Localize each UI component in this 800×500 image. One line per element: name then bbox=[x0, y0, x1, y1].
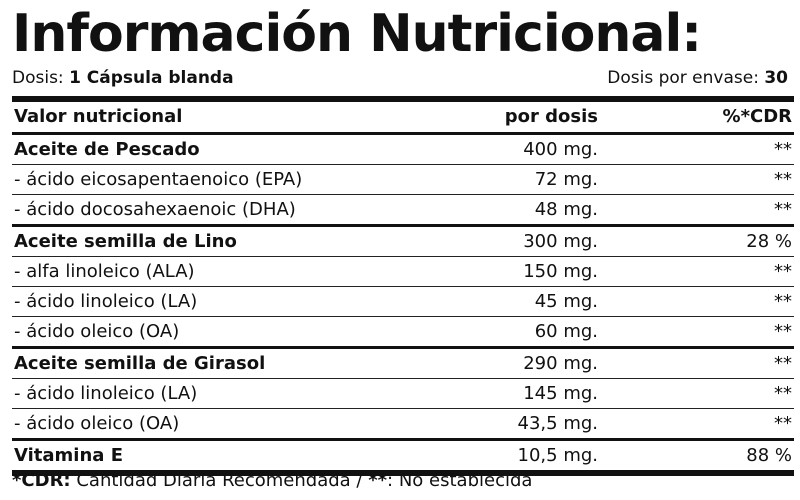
row-dose: 10,5 mg. bbox=[517, 445, 598, 466]
page-title: Información Nutricional: bbox=[12, 4, 702, 64]
per-container-label: Dosis por envase: bbox=[607, 68, 759, 88]
table-row: - ácido eicosapentaenoico (EPA) 72 mg. *… bbox=[12, 165, 794, 195]
dose-per-container: Dosis por envase: 30 bbox=[607, 66, 788, 90]
row-cdr: 88 % bbox=[746, 445, 792, 466]
table-row: - ácido docosahexaenoic (DHA) 48 mg. ** bbox=[12, 195, 794, 227]
row-name: - ácido linoleico (LA) bbox=[14, 291, 198, 312]
nutrition-table: Valor nutricional por dosis %*CDR Aceite… bbox=[12, 96, 794, 476]
table-row: - ácido oleico (OA) 60 mg. ** bbox=[12, 317, 794, 349]
table-row: Aceite semilla de Lino 300 mg. 28 % bbox=[12, 227, 794, 257]
footnote-cdr-text: Cantidad Diaria Recomendada / bbox=[76, 470, 363, 491]
row-name: Aceite semilla de Girasol bbox=[14, 353, 266, 374]
per-container-value: 30 bbox=[764, 68, 788, 88]
row-dose: 400 mg. bbox=[523, 139, 598, 160]
footnote-ne-label: ** bbox=[368, 470, 388, 491]
header-name: Valor nutricional bbox=[14, 106, 183, 127]
dose-serving: Dosis: 1 Cápsula blanda bbox=[12, 66, 234, 90]
row-cdr: ** bbox=[774, 261, 792, 282]
dose-label: Dosis: bbox=[12, 68, 64, 88]
row-name: - ácido linoleico (LA) bbox=[14, 383, 198, 404]
row-name: Aceite semilla de Lino bbox=[14, 231, 237, 252]
row-name: Aceite de Pescado bbox=[14, 139, 200, 160]
row-cdr: ** bbox=[774, 321, 792, 342]
header-dose: por dosis bbox=[504, 106, 598, 127]
row-dose: 290 mg. bbox=[523, 353, 598, 374]
row-cdr: ** bbox=[774, 291, 792, 312]
footnote-cdr-label: *CDR: bbox=[12, 470, 71, 491]
row-dose: 300 mg. bbox=[523, 231, 598, 252]
footnote: *CDR: Cantidad Diaria Recomendada / **: … bbox=[12, 468, 532, 494]
row-dose: 145 mg. bbox=[523, 383, 598, 404]
table-row: - ácido linoleico (LA) 145 mg. ** bbox=[12, 379, 794, 409]
row-cdr: ** bbox=[774, 139, 792, 160]
row-name: - ácido eicosapentaenoico (EPA) bbox=[14, 169, 303, 190]
row-cdr: ** bbox=[774, 353, 792, 374]
row-cdr: ** bbox=[774, 413, 792, 434]
row-name: - ácido docosahexaenoic (DHA) bbox=[14, 199, 296, 220]
footnote-ne-text: : No establecida bbox=[387, 470, 533, 491]
row-cdr: 28 % bbox=[746, 231, 792, 252]
row-cdr: ** bbox=[774, 199, 792, 220]
table-row: Vitamina E 10,5 mg. 88 % bbox=[12, 441, 794, 476]
table-row: - ácido oleico (OA) 43,5 mg. ** bbox=[12, 409, 794, 441]
table-row: Aceite semilla de Girasol 290 mg. ** bbox=[12, 349, 794, 379]
table-header: Valor nutricional por dosis %*CDR bbox=[12, 102, 794, 135]
row-dose: 45 mg. bbox=[534, 291, 598, 312]
row-cdr: ** bbox=[774, 383, 792, 404]
row-name: - ácido oleico (OA) bbox=[14, 413, 180, 434]
row-dose: 72 mg. bbox=[534, 169, 598, 190]
row-name: - ácido oleico (OA) bbox=[14, 321, 180, 342]
header-cdr: %*CDR bbox=[722, 106, 792, 127]
table-row: - alfa linoleico (ALA) 150 mg. ** bbox=[12, 257, 794, 287]
row-cdr: ** bbox=[774, 169, 792, 190]
row-dose: 150 mg. bbox=[523, 261, 598, 282]
row-dose: 43,5 mg. bbox=[517, 413, 598, 434]
table-row: - ácido linoleico (LA) 45 mg. ** bbox=[12, 287, 794, 317]
table-row: Aceite de Pescado 400 mg. ** bbox=[12, 135, 794, 165]
row-name: - alfa linoleico (ALA) bbox=[14, 261, 195, 282]
row-dose: 60 mg. bbox=[534, 321, 598, 342]
row-name: Vitamina E bbox=[14, 445, 123, 466]
dose-value: 1 Cápsula blanda bbox=[69, 68, 234, 88]
row-dose: 48 mg. bbox=[534, 199, 598, 220]
dose-info: Dosis: 1 Cápsula blanda Dosis por envase… bbox=[12, 66, 788, 90]
